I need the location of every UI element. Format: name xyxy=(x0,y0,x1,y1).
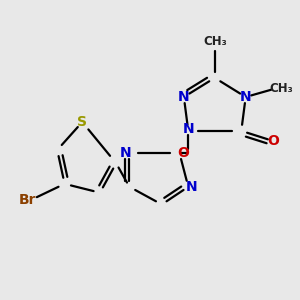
Text: N: N xyxy=(186,180,198,194)
Text: N: N xyxy=(120,146,132,160)
Text: N: N xyxy=(240,90,251,104)
Text: N: N xyxy=(182,122,194,136)
Text: O: O xyxy=(177,146,189,160)
Text: CH₃: CH₃ xyxy=(203,34,227,48)
Text: N: N xyxy=(178,90,190,104)
Text: S: S xyxy=(77,115,87,129)
Text: O: O xyxy=(268,134,280,148)
Text: CH₃: CH₃ xyxy=(269,82,293,95)
Text: Br: Br xyxy=(19,193,37,207)
